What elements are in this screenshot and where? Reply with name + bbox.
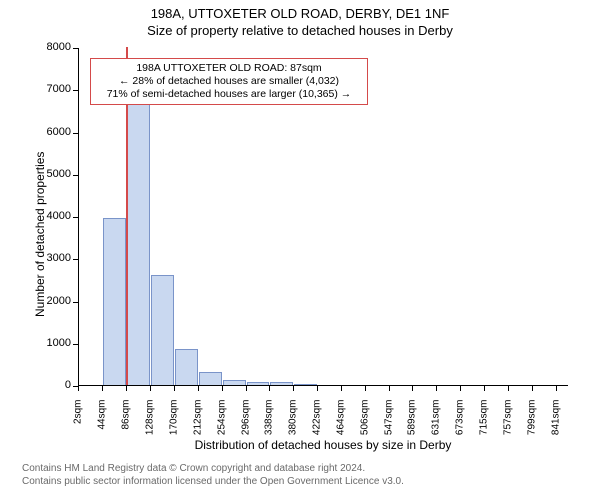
annotation-box: 198A UTTOXETER OLD ROAD: 87sqm ← 28% of … — [90, 58, 368, 105]
x-tick-mark — [556, 386, 557, 391]
x-tick-mark — [532, 386, 533, 391]
chart-container: 198A, UTTOXETER OLD ROAD, DERBY, DE1 1NF… — [0, 0, 600, 500]
y-tick-mark — [73, 302, 78, 303]
x-tick-label: 589sqm — [407, 400, 418, 450]
histogram-bar — [223, 380, 246, 385]
y-tick-label: 3000 — [33, 252, 71, 264]
annotation-line-3: 71% of semi-detached houses are larger (… — [97, 88, 361, 101]
x-tick-label: 673sqm — [455, 400, 466, 450]
x-tick-label: 464sqm — [336, 400, 347, 450]
y-tick-label: 7000 — [33, 83, 71, 95]
y-tick-label: 4000 — [33, 210, 71, 222]
y-tick-label: 0 — [33, 379, 71, 391]
x-tick-mark — [246, 386, 247, 391]
footer: Contains HM Land Registry data © Crown c… — [22, 462, 404, 488]
y-tick-label: 2000 — [33, 295, 71, 307]
x-tick-mark — [126, 386, 127, 391]
x-tick-label: 631sqm — [431, 400, 442, 450]
x-tick-label: 338sqm — [264, 400, 275, 450]
x-tick-label: 254sqm — [216, 400, 227, 450]
x-tick-label: 212sqm — [192, 400, 203, 450]
x-tick-mark — [198, 386, 199, 391]
x-tick-label: 170sqm — [168, 400, 179, 450]
x-tick-label: 715sqm — [479, 400, 490, 450]
histogram-bar — [127, 98, 150, 385]
x-tick-mark — [484, 386, 485, 391]
footer-line-1: Contains HM Land Registry data © Crown c… — [22, 462, 404, 475]
x-tick-mark — [436, 386, 437, 391]
annotation-line-1: 198A UTTOXETER OLD ROAD: 87sqm — [97, 62, 361, 75]
footer-line-2: Contains public sector information licen… — [22, 475, 404, 488]
y-tick-mark — [73, 175, 78, 176]
y-tick-label: 5000 — [33, 168, 71, 180]
x-tick-mark — [508, 386, 509, 391]
histogram-bar — [103, 218, 126, 385]
y-tick-mark — [73, 90, 78, 91]
y-tick-mark — [73, 259, 78, 260]
y-tick-mark — [73, 344, 78, 345]
histogram-bar — [151, 275, 174, 385]
x-tick-mark — [460, 386, 461, 391]
y-tick-label: 6000 — [33, 126, 71, 138]
x-tick-mark — [269, 386, 270, 391]
x-tick-label: 422sqm — [312, 400, 323, 450]
x-tick-mark — [293, 386, 294, 391]
histogram-bar — [247, 382, 270, 385]
x-tick-mark — [150, 386, 151, 391]
x-tick-label: 757sqm — [503, 400, 514, 450]
chart-subtitle: Size of property relative to detached ho… — [0, 21, 600, 38]
histogram-bar — [175, 349, 198, 385]
x-tick-mark — [174, 386, 175, 391]
x-tick-mark — [222, 386, 223, 391]
x-tick-mark — [389, 386, 390, 391]
x-tick-label: 547sqm — [383, 400, 394, 450]
histogram-bar — [294, 384, 317, 385]
y-tick-mark — [73, 217, 78, 218]
x-tick-mark — [102, 386, 103, 391]
y-tick-mark — [73, 48, 78, 49]
x-tick-label: 2sqm — [73, 400, 84, 450]
x-tick-mark — [341, 386, 342, 391]
annotation-line-2: ← 28% of detached houses are smaller (4,… — [97, 75, 361, 88]
y-tick-mark — [73, 133, 78, 134]
x-tick-mark — [317, 386, 318, 391]
y-tick-label: 1000 — [33, 337, 71, 349]
x-tick-label: 506sqm — [360, 400, 371, 450]
x-tick-label: 296sqm — [240, 400, 251, 450]
y-tick-label: 8000 — [33, 41, 71, 53]
x-tick-label: 799sqm — [527, 400, 538, 450]
x-tick-mark — [365, 386, 366, 391]
histogram-bar — [199, 372, 222, 385]
chart-title: 198A, UTTOXETER OLD ROAD, DERBY, DE1 1NF — [0, 0, 600, 21]
x-tick-label: 86sqm — [120, 400, 131, 450]
histogram-bar — [270, 382, 293, 385]
x-tick-label: 128sqm — [144, 400, 155, 450]
x-tick-label: 841sqm — [551, 400, 562, 450]
x-tick-label: 380sqm — [288, 400, 299, 450]
x-tick-mark — [412, 386, 413, 391]
x-tick-mark — [78, 386, 79, 391]
x-tick-label: 44sqm — [96, 400, 107, 450]
